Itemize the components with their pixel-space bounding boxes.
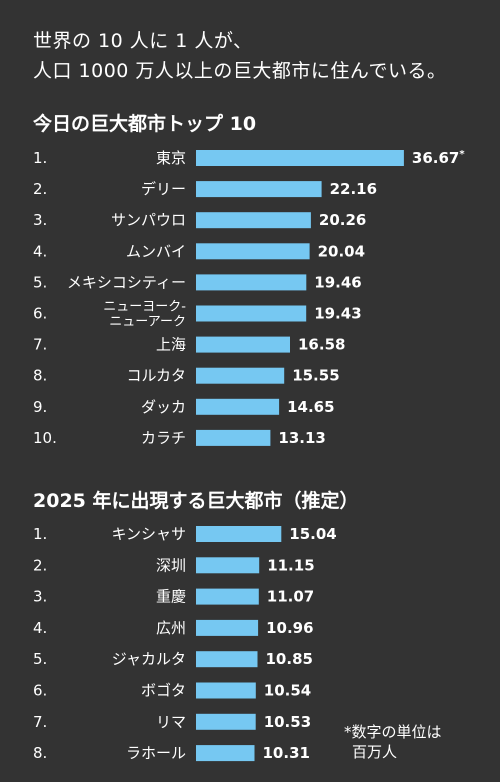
value-label: 16.58 [298, 336, 345, 354]
value-label: 11.15 [267, 556, 314, 574]
value-label: 19.46 [314, 273, 361, 291]
unit-note: *数字の単位は 百万人 [344, 722, 442, 762]
rank-label: 1. [33, 525, 47, 543]
rank-label: 8. [33, 744, 47, 762]
bar [196, 336, 290, 353]
city-label: カラチ [141, 429, 186, 447]
unit-note-line-1: *数字の単位は [344, 723, 442, 741]
value-label: 10.96 [266, 619, 313, 637]
city-label: サンパウロ [111, 211, 186, 229]
city-label: 上海 [156, 336, 186, 354]
bar [196, 526, 282, 542]
rank-label: 2. [33, 556, 47, 574]
city-label: ムンバイ [126, 242, 186, 260]
city-label: ボゴタ [141, 682, 186, 700]
rank-label: 1. [33, 149, 47, 167]
rank-label: 4. [33, 619, 47, 637]
value-label: 36.67* [412, 149, 465, 167]
city-label: ラホール [126, 744, 186, 762]
bar [196, 274, 307, 291]
bar [196, 557, 260, 574]
bar [196, 713, 256, 730]
city-label: メキシコシティー [67, 273, 186, 291]
chart-2-title: 2025 年に出現する巨大都市（推定） [33, 490, 359, 512]
rank-label: 10. [33, 429, 57, 447]
bar [196, 398, 280, 415]
city-label: コルカタ [126, 367, 186, 385]
city-label: ダッカ [141, 398, 186, 416]
city-label: 深圳 [156, 556, 186, 574]
intro-line-2: 人口 1000 万人以上の巨大都市に住んでいる。 [33, 60, 447, 82]
city-label: リマ [156, 713, 186, 731]
intro-line-1: 世界の 10 人に 1 人が、 [33, 30, 253, 52]
bar [196, 150, 404, 166]
city-label: ニューアーク [109, 315, 186, 330]
rank-label: 6. [33, 682, 47, 700]
value-label: 22.16 [330, 180, 377, 198]
bar [196, 305, 307, 322]
value-label: 15.04 [289, 525, 336, 543]
value-label: 14.65 [287, 398, 334, 416]
bar [196, 181, 322, 198]
unit-note-line-2: 百万人 [352, 743, 398, 761]
rank-label: 3. [33, 211, 47, 229]
city-label: ジャカルタ [112, 650, 186, 668]
bar [196, 619, 259, 636]
city-label: 重慶 [156, 588, 186, 606]
value-label: 20.04 [318, 242, 365, 260]
city-label: キンシャサ [111, 525, 186, 543]
value-label: 11.07 [267, 588, 314, 606]
bar [196, 243, 310, 260]
value-label: 20.26 [319, 211, 366, 229]
bar [196, 682, 256, 699]
rank-label: 5. [33, 650, 47, 668]
rank-label: 8. [33, 367, 47, 385]
rank-label: 2. [33, 180, 47, 198]
city-label: ニューヨーク- [103, 300, 186, 315]
bar [196, 651, 258, 668]
rank-label: 7. [33, 336, 47, 354]
value-label: 15.55 [292, 367, 339, 385]
bar [196, 367, 285, 384]
rank-label: 9. [33, 398, 47, 416]
city-label: デリー [141, 180, 186, 198]
intro-text: 世界の 10 人に 1 人が、 人口 1000 万人以上の巨大都市に住んでいる。 [33, 26, 446, 86]
rank-label: 3. [33, 588, 47, 606]
value-label: 10.31 [263, 744, 310, 762]
bar [196, 429, 271, 446]
bar [196, 588, 259, 605]
bar [196, 212, 311, 229]
value-label: 10.85 [266, 650, 313, 668]
value-label: 10.53 [264, 713, 311, 731]
city-label: 東京 [156, 149, 186, 167]
rank-label: 4. [33, 242, 47, 260]
rank-label: 7. [33, 713, 47, 731]
rank-label: 6. [33, 305, 47, 323]
rank-label: 5. [33, 273, 47, 291]
city-label: 広州 [156, 619, 186, 637]
value-label: 19.43 [314, 305, 361, 323]
value-label: 10.54 [264, 682, 311, 700]
chart-1-title: 今日の巨大都市トップ 10 [33, 113, 257, 135]
bar [196, 745, 255, 762]
value-label: 13.13 [278, 429, 325, 447]
